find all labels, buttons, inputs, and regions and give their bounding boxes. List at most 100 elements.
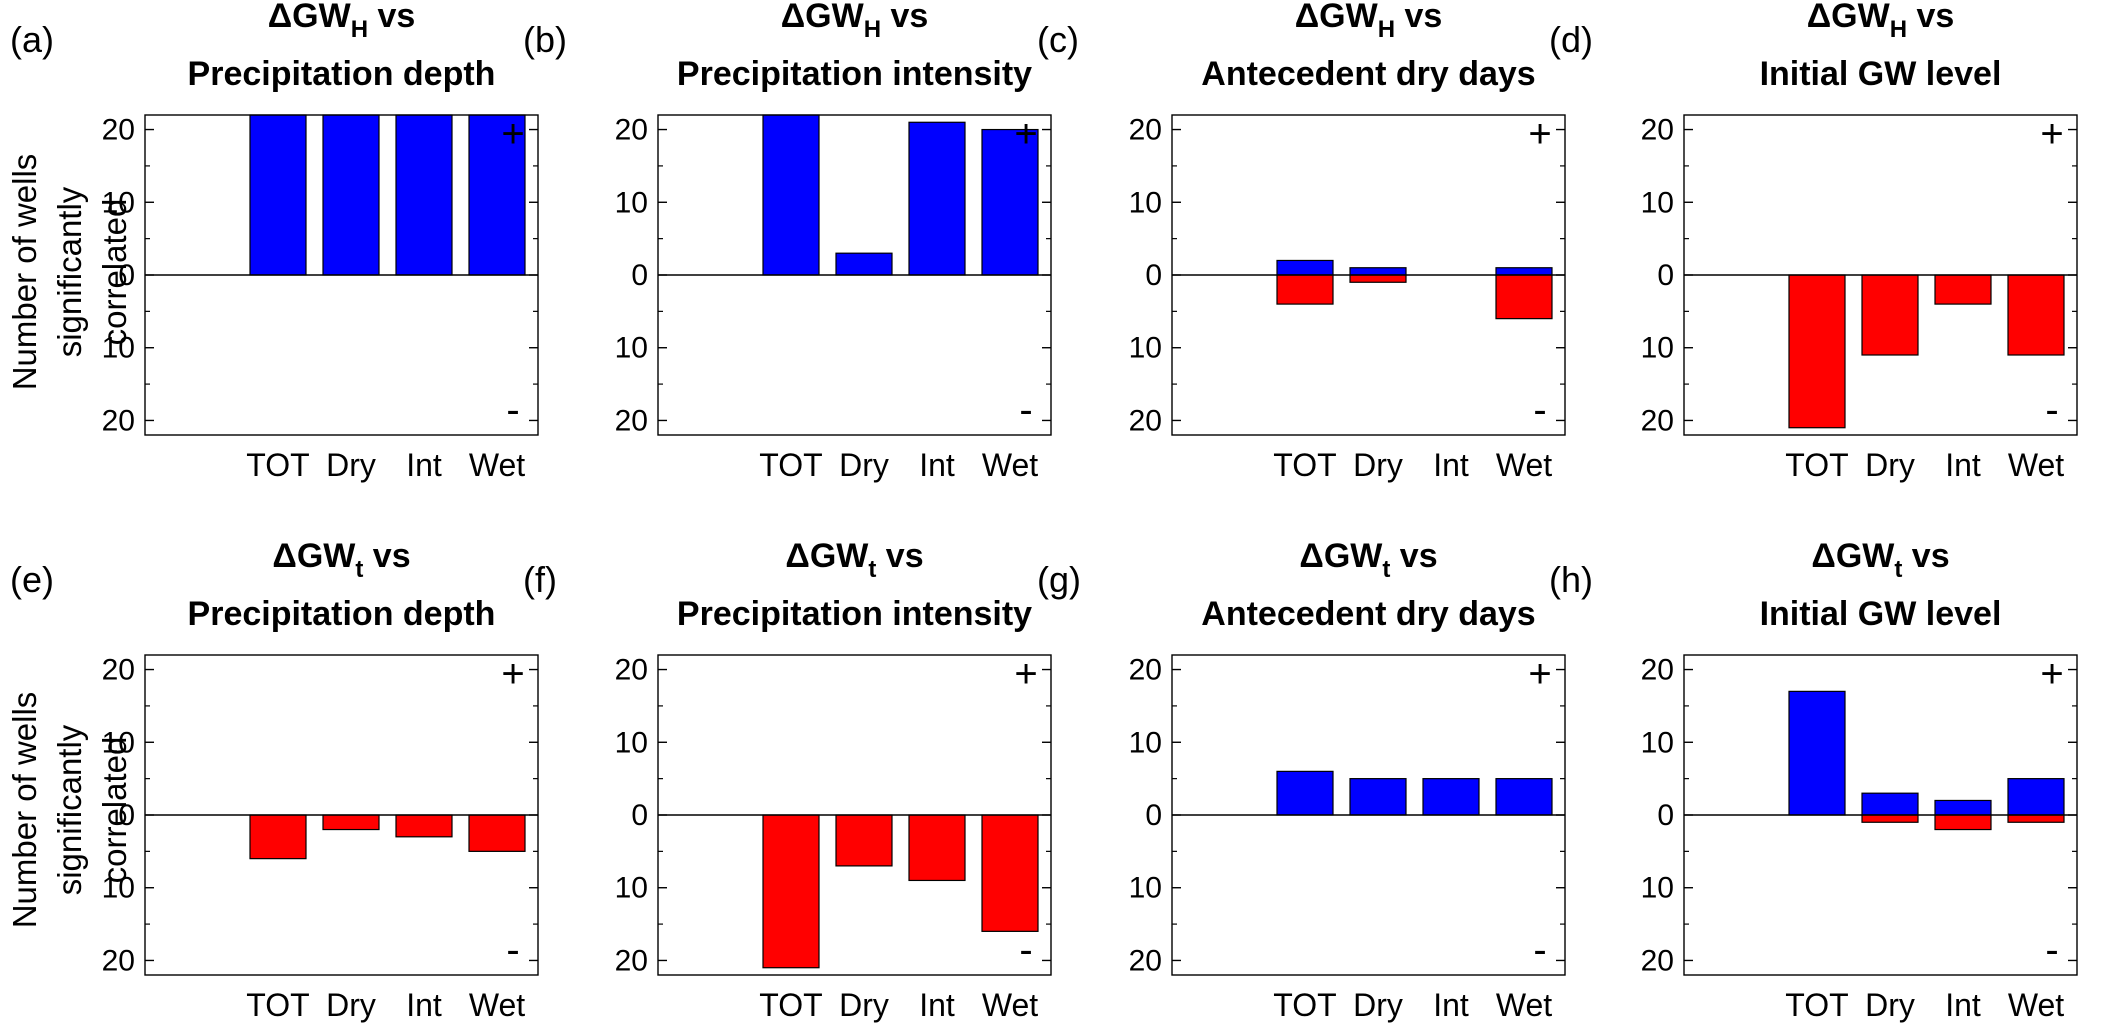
minus-sign: -	[506, 928, 519, 972]
ytick-label: 10	[615, 872, 648, 905]
panel-label: (h)	[1549, 559, 1593, 600]
row2-ylabel-line2: significantly	[51, 724, 88, 895]
chart-panel-f: 20 10 0 10 20 TOT Dry Int Wet + - (f) ΔGWt vs Precipi…	[523, 537, 1052, 1023]
ytick-label: 10	[1129, 872, 1162, 905]
ytick-label: 20	[1129, 654, 1162, 687]
bar-negative-wet	[981, 814, 1039, 932]
minus-sign: -	[1019, 928, 1032, 972]
xtick-label-wet: Wet	[2008, 447, 2064, 483]
plus-sign: +	[1528, 112, 1551, 156]
ytick-label: 20	[1641, 654, 1674, 687]
xtick-label-wet: Wet	[982, 447, 1038, 483]
row1-ylabel-line1: Number of wells	[6, 154, 43, 391]
bar-positive-dry	[835, 252, 893, 276]
panel-label: (e)	[10, 559, 54, 600]
ytick-label: 20	[615, 114, 648, 147]
ytick-label: 20	[615, 404, 648, 437]
xtick-label-wet: Wet	[469, 987, 525, 1023]
bar-positive-tot	[762, 114, 820, 276]
ytick-label: 0	[1145, 799, 1162, 832]
chart-title-line1: ΔGWt vs	[1299, 537, 1437, 583]
chart-panel-h: 20 10 0 10 20 TOT Dry Int Wet + - (h) ΔGWt vs Initial…	[1549, 537, 2078, 1023]
xtick-label-tot: TOT	[1273, 447, 1336, 483]
row1-ylabel-line2: significantly	[51, 186, 88, 357]
bar-positive-dry	[1349, 778, 1407, 816]
xtick-label-wet: Wet	[469, 447, 525, 483]
row2-ylabel-line3: correlated	[96, 737, 133, 884]
chart-title-line2: Precipitation intensity	[677, 595, 1032, 633]
row2-ylabel-line1: Number of wells	[6, 692, 43, 929]
row1-ylabel-line3: correlated	[96, 199, 133, 346]
bar-negative-wet	[2007, 814, 2065, 823]
bar-negative-dry	[322, 814, 380, 831]
xtick-label-dry: Dry	[326, 447, 376, 483]
panel-label: (g)	[1037, 559, 1081, 600]
ytick-label: 20	[1641, 114, 1674, 147]
bar-positive-int	[1934, 799, 1992, 816]
xtick-label-wet: Wet	[2008, 987, 2064, 1023]
chart-title-line1: ΔGWH vs	[1807, 0, 1955, 43]
panel-label: (a)	[10, 19, 54, 60]
ytick-label: 20	[1641, 404, 1674, 437]
ytick-label: 20	[102, 404, 135, 437]
bar-negative-dry	[835, 814, 893, 867]
ytick-label: 10	[102, 332, 135, 365]
bar-positive-int	[1422, 778, 1480, 816]
bar-negative-tot	[1788, 274, 1846, 429]
bar-negative-dry	[1349, 274, 1407, 283]
xtick-label-tot: TOT	[1785, 447, 1848, 483]
chart-title-line2: Precipitation depth	[188, 595, 496, 633]
bar-negative-tot	[1276, 274, 1334, 305]
xtick-label-dry: Dry	[1865, 447, 1915, 483]
bar-negative-tot	[762, 814, 820, 969]
xtick-label-int: Int	[919, 987, 955, 1023]
plus-sign: +	[2040, 112, 2063, 156]
bar-positive-dry	[1349, 267, 1407, 276]
plus-sign: +	[501, 652, 524, 696]
chart-title-line2: Antecedent dry days	[1201, 55, 1535, 93]
plus-sign: +	[1014, 112, 1037, 156]
ytick-label: 10	[615, 726, 648, 759]
xtick-label-tot: TOT	[759, 987, 822, 1023]
minus-sign: -	[1019, 388, 1032, 432]
plus-sign: +	[2040, 652, 2063, 696]
ytick-label: 0	[118, 259, 135, 292]
ytick-label: 10	[615, 186, 648, 219]
ytick-label: 0	[631, 259, 648, 292]
bar-negative-int	[908, 814, 966, 882]
plus-sign: +	[1014, 652, 1037, 696]
minus-sign: -	[1533, 928, 1546, 972]
chart-title-line2: Initial GW level	[1760, 595, 2002, 633]
bar-negative-int	[1934, 814, 1992, 831]
ytick-label: 10	[102, 726, 135, 759]
bar-positive-wet	[2007, 778, 2065, 816]
chart-title-line2: Precipitation intensity	[677, 55, 1032, 93]
bar-positive-wet	[1495, 778, 1553, 816]
ytick-label: 20	[1129, 404, 1162, 437]
ytick-label: 10	[1641, 186, 1674, 219]
bar-positive-int	[908, 121, 966, 276]
ytick-label: 10	[1641, 726, 1674, 759]
ytick-label: 0	[1657, 799, 1674, 832]
plus-sign: +	[501, 112, 524, 156]
minus-sign: -	[2045, 388, 2058, 432]
minus-sign: -	[1533, 388, 1546, 432]
chart-panel-b: 20 10 0 10 20 TOT Dry Int Wet + - (b) ΔGWH vs Precipi…	[523, 0, 1052, 483]
xtick-label-int: Int	[919, 447, 955, 483]
ytick-label: 20	[1129, 114, 1162, 147]
bar-positive-tot	[1276, 259, 1334, 276]
chart-panel-c: 20 10 0 10 20 TOT Dry Int Wet + - (c) ΔGWH vs Anteced…	[1037, 0, 1566, 483]
xtick-label-dry: Dry	[1353, 447, 1403, 483]
xtick-label-int: Int	[1945, 447, 1981, 483]
xtick-label-tot: TOT	[1785, 987, 1848, 1023]
ytick-label: 20	[102, 114, 135, 147]
ytick-label: 0	[1657, 259, 1674, 292]
bar-negative-wet	[1495, 274, 1553, 320]
bar-negative-tot	[249, 814, 307, 860]
chart-title-line2: Antecedent dry days	[1201, 595, 1535, 633]
bar-negative-wet	[2007, 274, 2065, 356]
xtick-label-tot: TOT	[759, 447, 822, 483]
ytick-label: 10	[1641, 332, 1674, 365]
chart-panel-a: 20 10 0 10 20 TOT Dry Int Wet + - (a) ΔGWH vs Precipi…	[10, 0, 539, 483]
ytick-label: 10	[1129, 726, 1162, 759]
